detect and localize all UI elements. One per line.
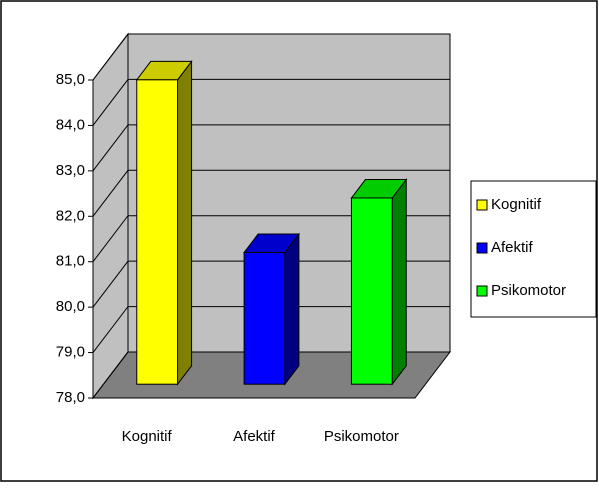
legend-swatch [476, 242, 488, 254]
legend-label: Afektif [491, 239, 534, 256]
bar [136, 79, 179, 385]
grid-line [92, 351, 450, 399]
grid-line [92, 215, 450, 263]
grid-line [92, 33, 450, 81]
bar-side [284, 232, 300, 386]
legend-label: Psikomotor [491, 282, 566, 299]
legend-swatch [476, 199, 488, 211]
bar-side [177, 59, 193, 386]
x-tick-label: Afektif [233, 428, 276, 445]
bar-side [391, 178, 407, 386]
grid-line [92, 124, 450, 172]
x-tick-label: Kognitif [122, 428, 173, 445]
y-tick-label: 79,0 [56, 344, 85, 361]
legend-box [470, 180, 597, 318]
side-wall [92, 32, 129, 400]
grid-line [92, 78, 450, 126]
x-tick-label: Psikomotor [324, 428, 399, 445]
y-tick-label: 83,0 [56, 162, 85, 179]
bar [350, 197, 393, 385]
y-tick-label: 85,0 [56, 71, 85, 88]
y-tick-label: 84,0 [56, 116, 85, 133]
y-tick-label: 80,0 [56, 298, 85, 315]
grid-line [92, 306, 450, 353]
y-tick-label: 82,0 [56, 207, 85, 224]
bar [243, 251, 286, 385]
grid-line [92, 260, 450, 308]
grid-line [92, 169, 450, 217]
y-tick-label: 81,0 [56, 253, 85, 270]
y-tick-label: 78,0 [56, 389, 85, 406]
legend-label: Kognitif [491, 196, 542, 213]
legend-swatch [476, 285, 488, 297]
